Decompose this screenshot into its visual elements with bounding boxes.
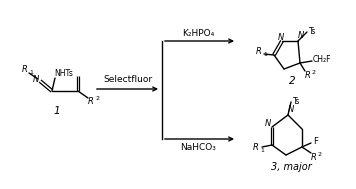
- Text: 2: 2: [318, 152, 322, 156]
- Text: R: R: [305, 71, 311, 81]
- Text: N: N: [298, 32, 304, 40]
- Text: 1: 1: [260, 147, 264, 153]
- Text: 2: 2: [312, 70, 316, 75]
- Text: NHTs: NHTs: [54, 68, 73, 77]
- Text: 1: 1: [54, 106, 60, 116]
- Text: R: R: [88, 97, 94, 105]
- Text: N: N: [265, 119, 271, 129]
- Text: N: N: [278, 33, 284, 42]
- Text: N: N: [288, 105, 294, 115]
- Text: NaHCO₃: NaHCO₃: [180, 143, 216, 152]
- Text: R: R: [22, 66, 28, 74]
- Text: 2: 2: [95, 95, 99, 101]
- Text: K₂HPO₄: K₂HPO₄: [182, 29, 214, 37]
- Text: 2: 2: [289, 76, 295, 86]
- Text: F: F: [314, 136, 318, 146]
- Text: 1: 1: [263, 53, 267, 57]
- Text: Ts: Ts: [309, 26, 317, 36]
- Text: 3, major: 3, major: [271, 162, 312, 172]
- Text: R: R: [253, 143, 259, 152]
- Text: Ts: Ts: [293, 97, 301, 105]
- Text: R: R: [311, 153, 317, 161]
- Text: Selectfluor: Selectfluor: [104, 75, 153, 84]
- Text: R: R: [256, 47, 262, 57]
- Text: N: N: [33, 75, 39, 84]
- Text: 1: 1: [29, 70, 33, 75]
- Text: CH₂F: CH₂F: [313, 54, 331, 64]
